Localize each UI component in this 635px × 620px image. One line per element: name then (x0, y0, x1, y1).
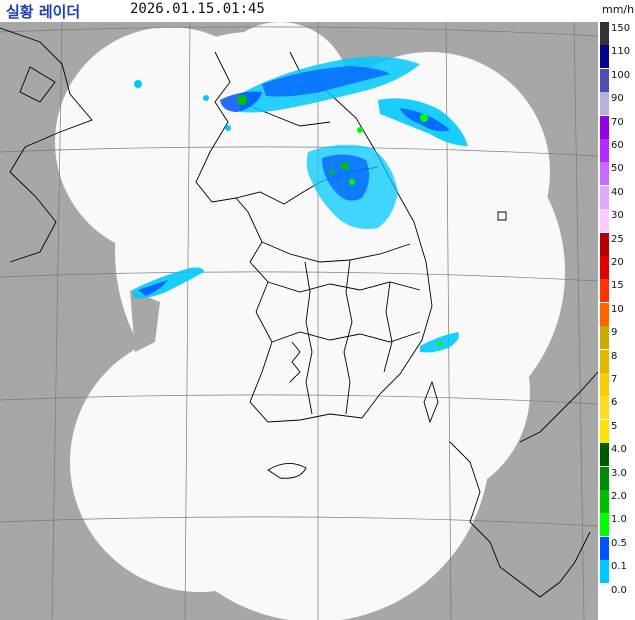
legend-label: 15 (611, 280, 624, 292)
legend-entry: 3.0 (600, 466, 635, 490)
legend-swatch (600, 326, 609, 350)
legend-label: 20 (611, 257, 624, 268)
legend-entry: 50 (600, 162, 635, 186)
legend-swatch (600, 162, 609, 186)
echo-east-green (420, 114, 428, 122)
legend-entry: 5 (600, 419, 635, 443)
west-sea-strip (130, 290, 160, 352)
legend-swatch (600, 373, 609, 396)
legend-label: 5 (611, 420, 618, 432)
legend-entry: 10 (600, 302, 635, 326)
legend-swatch (600, 560, 609, 584)
legend-swatch (600, 443, 609, 467)
echo-small-2 (203, 95, 209, 101)
legend-entry: 0.0 (600, 583, 635, 607)
legend-swatch (600, 583, 609, 607)
echo-central-core (322, 154, 370, 201)
echo-central-green-4 (357, 127, 363, 133)
echo-central-green-2 (349, 179, 355, 185)
legend-swatch (600, 466, 609, 490)
legend-swatch (600, 396, 609, 420)
legend-label: 30 (611, 210, 624, 222)
header: 실황 레이더 2026.01.15.01:45 mm/h (0, 0, 635, 22)
legend-swatch (600, 22, 609, 45)
legend-swatch (600, 256, 609, 279)
echo-south-green (437, 341, 443, 347)
legend-swatch (600, 45, 609, 69)
legend-swatch (600, 139, 609, 162)
legend-label: 60 (611, 140, 624, 151)
legend-swatch (600, 349, 609, 373)
legend-label: 100 (611, 69, 631, 81)
legend-label: 0.5 (611, 537, 627, 549)
legend-label: 2.0 (611, 491, 627, 502)
legend-entry: 70 (600, 115, 635, 139)
legend-label: 70 (611, 116, 624, 128)
legend-swatch (600, 209, 609, 233)
legend-label: 25 (611, 233, 624, 245)
legend-swatch (600, 279, 609, 303)
legend-swatch (600, 92, 609, 116)
legend-entry: 40 (600, 185, 635, 209)
legend-entry: 2.0 (600, 490, 635, 513)
legend-label: 50 (611, 163, 624, 175)
legend-label: 6 (611, 397, 618, 409)
legend-entry: 9 (600, 326, 635, 350)
legend-label: 9 (611, 327, 618, 339)
legend-label: 0.0 (611, 584, 627, 596)
radar-echoes (132, 56, 468, 353)
legend-entry: 7 (600, 373, 635, 396)
echo-central-green-1 (341, 162, 349, 170)
precipitation-legend: 150 110 100 90 70 60 50 40 30 25 20 15 10 9 8 7 6 5 4.0 3.0… (600, 22, 635, 620)
echo-small-1 (134, 80, 142, 88)
legend-swatch (600, 536, 609, 560)
legend-swatch (600, 490, 609, 513)
echo-nw-green (237, 95, 247, 105)
echo-north-core (262, 66, 390, 97)
legend-entry: 60 (600, 139, 635, 162)
page-title: 실황 레이더 (6, 3, 81, 21)
legend-entry: 0.1 (600, 560, 635, 584)
legend-swatch (600, 185, 609, 209)
legend-entry: 30 (600, 209, 635, 233)
legend-label: 4.0 (611, 444, 627, 456)
legend-label: 40 (611, 186, 624, 198)
legend-entry: 1.0 (600, 513, 635, 537)
legend-entry: 15 (600, 279, 635, 303)
radar-coverage-area (55, 22, 565, 620)
legend-entry: 4.0 (600, 443, 635, 467)
legend-swatch (600, 419, 609, 443)
legend-label: 10 (611, 303, 624, 315)
legend-swatch (600, 302, 609, 326)
legend-entry: 150 (600, 22, 635, 45)
legend-entry: 20 (600, 256, 635, 279)
legend-label: 90 (611, 93, 624, 105)
legend-swatch (600, 115, 609, 139)
legend-entry: 6 (600, 396, 635, 420)
map-grid (0, 22, 598, 620)
legend-swatch (600, 232, 609, 256)
echo-small-3 (225, 125, 231, 131)
echo-west-core (138, 280, 168, 296)
legend-entry: 90 (600, 92, 635, 116)
legend-label: 150 (611, 23, 631, 34)
echo-central-green-3 (329, 169, 335, 175)
legend-entry: 8 (600, 349, 635, 373)
legend-label: 3.0 (611, 467, 627, 479)
legend-label: 0.1 (611, 561, 627, 573)
legend-label: 110 (611, 46, 631, 58)
legend-label: 8 (611, 350, 618, 362)
unit-label: mm/h (602, 3, 635, 16)
radar-map (0, 22, 598, 620)
legend-entry: 100 (600, 68, 635, 92)
legend-entry: 110 (600, 45, 635, 69)
legend-entry: 0.5 (600, 536, 635, 560)
legend-swatch (600, 68, 609, 92)
legend-label: 7 (611, 374, 618, 385)
legend-swatch (600, 513, 609, 537)
legend-entry: 25 (600, 232, 635, 256)
timestamp: 2026.01.15.01:45 (130, 1, 265, 17)
legend-label: 1.0 (611, 514, 627, 526)
